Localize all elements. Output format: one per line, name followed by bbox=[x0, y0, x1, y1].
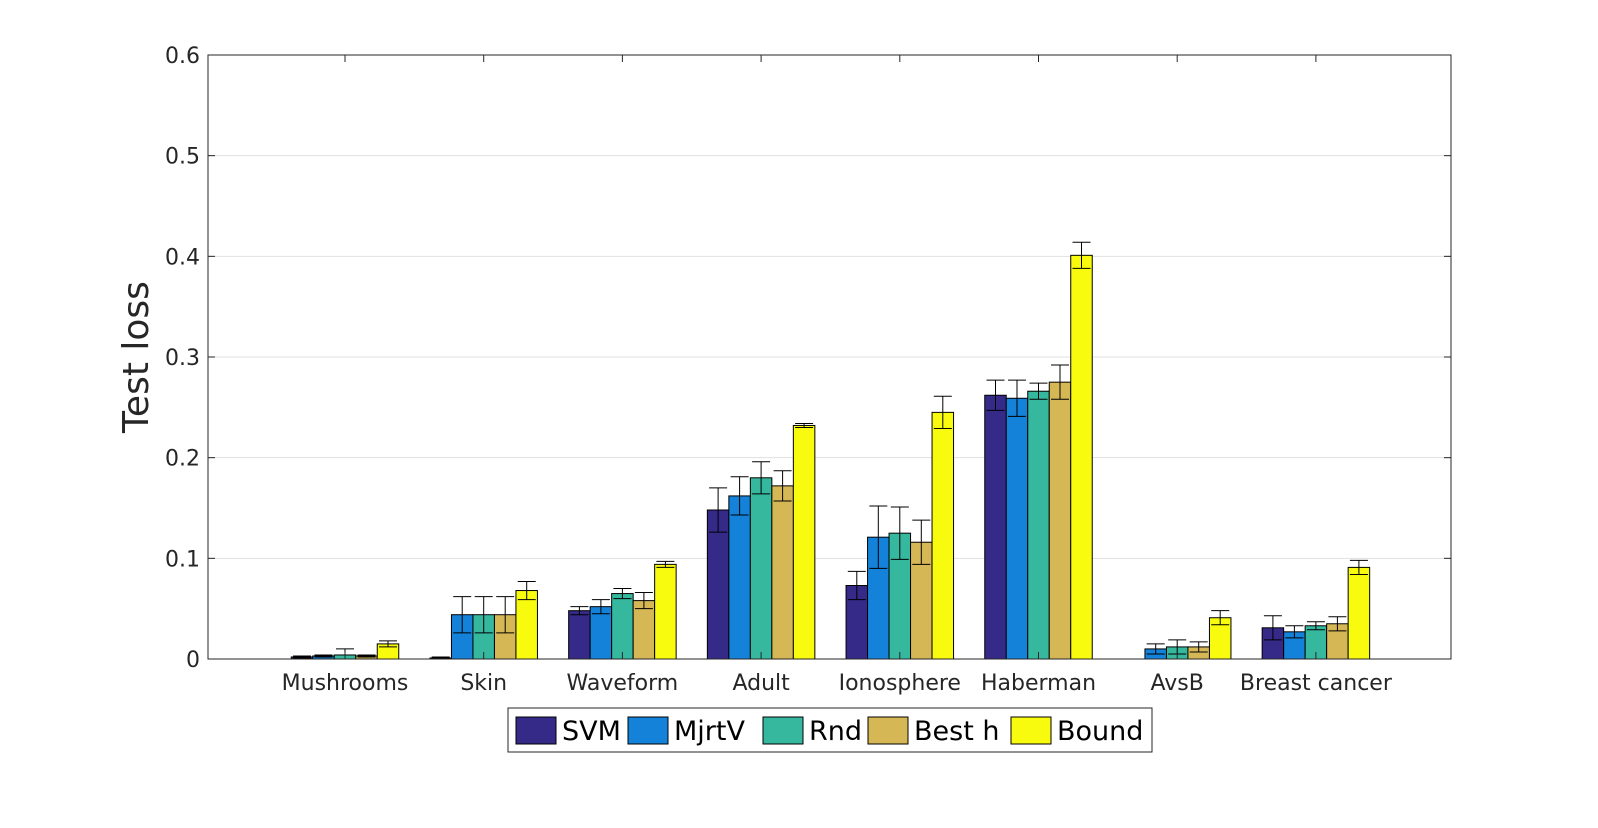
bar bbox=[984, 394, 1007, 660]
bar bbox=[1347, 566, 1371, 660]
x-tick-label: Ionosphere bbox=[839, 671, 961, 696]
y-tick-label: 0.2 bbox=[165, 447, 200, 472]
legend-swatch bbox=[1010, 716, 1052, 745]
y-tick-label: 0.6 bbox=[165, 44, 200, 69]
bar bbox=[1070, 254, 1093, 660]
y-tick-label: 0 bbox=[186, 648, 200, 673]
y-tick-label: 0.1 bbox=[165, 547, 200, 572]
bar bbox=[589, 606, 613, 660]
x-tick-labels: Mushrooms Skin Waveform Adult Ionosphere Habe… bbox=[282, 671, 1393, 696]
bar bbox=[771, 485, 794, 660]
y-axis-title: Test loss bbox=[116, 281, 157, 434]
x-tick-label: Mushrooms bbox=[282, 671, 409, 696]
bar bbox=[728, 495, 751, 660]
x-tick-label: Breast cancer bbox=[1240, 671, 1393, 696]
legend-swatch bbox=[762, 716, 804, 745]
bar bbox=[931, 411, 955, 660]
legend: SVM MjrtV Rnd Best h Bound bbox=[507, 707, 1153, 753]
x-tick-label: Adult bbox=[732, 671, 790, 696]
bar bbox=[515, 590, 538, 660]
grid-lines bbox=[208, 155, 1451, 559]
bar bbox=[1005, 397, 1029, 660]
bar bbox=[654, 563, 677, 660]
legend-label: Bound bbox=[1057, 716, 1143, 747]
legend-label: Best h bbox=[914, 716, 999, 747]
legend-swatch bbox=[627, 716, 669, 745]
y-tick-label: 0.3 bbox=[165, 346, 200, 371]
legend-label: SVM bbox=[562, 716, 621, 747]
y-tick-labels: 0 0.1 0.2 0.3 0.4 0.5 0.6 bbox=[165, 44, 200, 673]
bar bbox=[568, 610, 591, 660]
bar bbox=[1027, 390, 1050, 660]
bars bbox=[290, 254, 1371, 660]
x-tick-label: Waveform bbox=[567, 671, 679, 696]
bar bbox=[1048, 381, 1072, 660]
bar bbox=[749, 477, 773, 660]
x-tick-label: Haberman bbox=[981, 671, 1096, 696]
axis-ticks bbox=[208, 54, 1451, 660]
y-tick-label: 0.4 bbox=[165, 245, 200, 270]
legend-swatch bbox=[515, 716, 557, 745]
y-tick-label: 0.5 bbox=[165, 145, 200, 170]
legend-label: MjrtV bbox=[674, 716, 745, 747]
bar bbox=[611, 593, 634, 660]
bar bbox=[792, 424, 816, 660]
x-tick-label: AvsB bbox=[1151, 671, 1204, 696]
legend-label: Rnd bbox=[809, 716, 862, 747]
x-tick-label: Skin bbox=[460, 671, 507, 696]
legend-swatch bbox=[867, 716, 909, 745]
bar bbox=[632, 600, 656, 660]
